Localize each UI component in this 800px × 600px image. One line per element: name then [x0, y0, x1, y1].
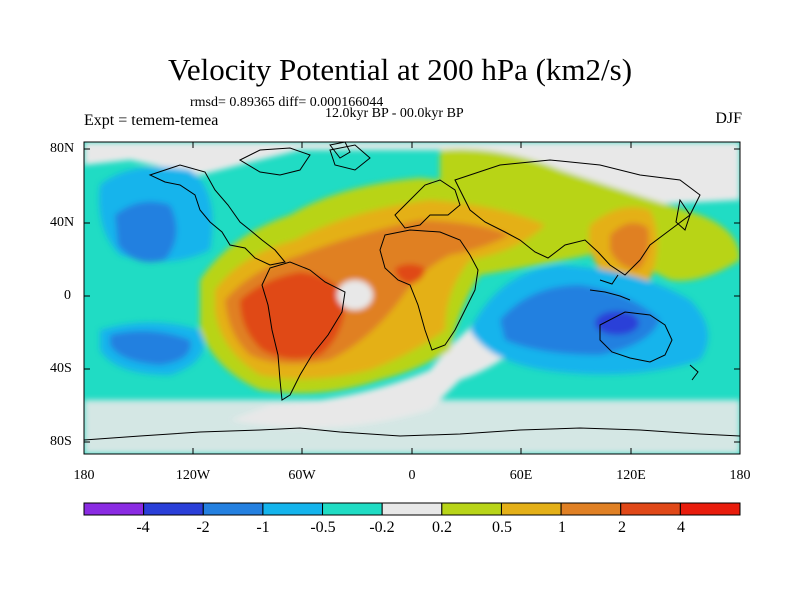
colorbar-box	[143, 502, 204, 516]
x-tick-label: 60W	[288, 468, 316, 483]
colorbar-label: -0.5	[310, 519, 336, 536]
y-tick-label: 40S	[50, 361, 72, 376]
period-label: 12.0kyr BP - 00.0kyr BP	[325, 106, 464, 121]
x-tick-label: 120W	[175, 468, 211, 483]
chart-title: Velocity Potential at 200 hPa (km2/s)	[167, 52, 633, 87]
colorbar-label: 0.5	[492, 519, 512, 536]
colorbar-label: -0.2	[369, 519, 395, 536]
season-label: DJF	[715, 110, 742, 127]
colorbar-box	[83, 502, 145, 516]
x-tick-label: 180	[729, 468, 751, 483]
axis-ticks	[84, 142, 740, 454]
colorbar	[83, 502, 741, 516]
colorbar-label: 2	[618, 519, 626, 536]
colorbar-box	[620, 502, 681, 516]
coastlines	[84, 142, 740, 441]
colorbar-label: 4	[677, 519, 685, 536]
y-tick-label: 80S	[50, 434, 72, 449]
y-tick-label: 80N	[50, 141, 75, 156]
colorbar-box	[441, 502, 502, 516]
x-tick-label: 120E	[616, 468, 646, 483]
map-area	[84, 142, 740, 454]
colorbar-label: -4	[136, 519, 150, 536]
colorbar-box	[202, 502, 264, 516]
experiment-label: Expt = temem-temea	[84, 112, 219, 129]
colorbar-box	[262, 502, 324, 516]
velocity-potential-field	[84, 142, 740, 454]
colorbar-label: 1	[558, 519, 566, 536]
colorbar-box	[500, 502, 562, 516]
colorbar-box	[679, 502, 741, 516]
colorbar-label: 0.2	[432, 519, 452, 536]
y-tick-label: 0	[64, 288, 71, 303]
stats-line: rmsd= 0.89365 diff= 0.000166044	[190, 95, 384, 110]
colorbar-label: -2	[196, 519, 210, 536]
x-tick-label: 0	[408, 468, 416, 483]
x-tick-label: 60E	[509, 468, 533, 483]
x-tick-label: 180	[73, 468, 95, 483]
colorbar-label: -1	[256, 519, 270, 536]
y-tick-label: 40N	[50, 215, 75, 230]
colorbar-box	[560, 502, 622, 516]
colorbar-box	[381, 502, 443, 516]
colorbar-box	[322, 502, 383, 516]
